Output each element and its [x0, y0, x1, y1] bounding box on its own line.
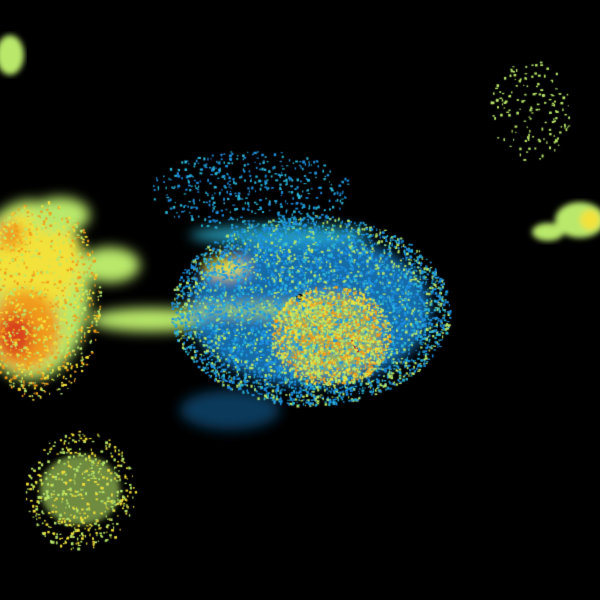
radar-display: [0, 0, 600, 600]
speckle-layer: [0, 0, 600, 600]
